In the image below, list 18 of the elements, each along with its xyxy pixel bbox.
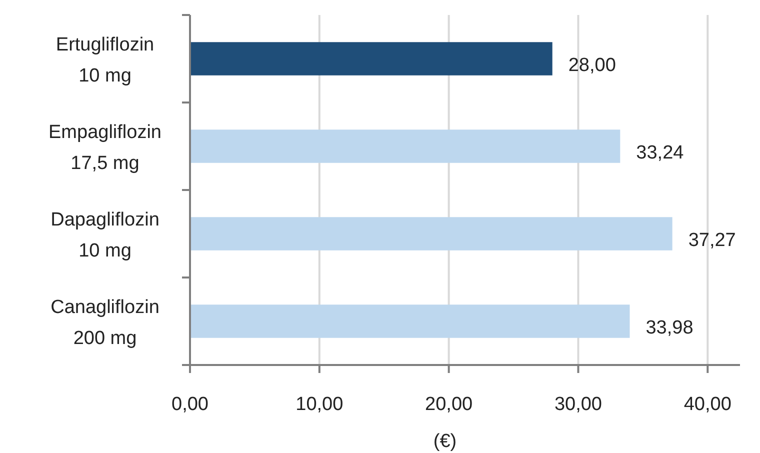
bar bbox=[190, 217, 672, 250]
x-tick-label: 20,00 bbox=[425, 394, 473, 415]
data-label: 28,00 bbox=[568, 54, 616, 76]
y-tick-label: Dapagliflozin 10 mg bbox=[50, 209, 160, 262]
y-tick-label: Empagliflozin 17,5 mg bbox=[48, 122, 162, 174]
x-tick-label: 40,00 bbox=[684, 394, 732, 415]
y-tick-label: Ertugliflozin 10 mg bbox=[56, 34, 154, 86]
data-label: 33,24 bbox=[636, 142, 684, 164]
bar bbox=[190, 42, 552, 76]
data-label: 37,27 bbox=[688, 230, 736, 251]
x-tick-label: 30,00 bbox=[554, 394, 602, 415]
bar bbox=[190, 130, 620, 163]
y-tick-label: Canagliflozin 200 mg bbox=[50, 296, 160, 349]
x-tick-label: 10,00 bbox=[296, 394, 344, 415]
bar bbox=[190, 304, 630, 338]
x-tick-label: 0,00 bbox=[172, 394, 208, 415]
data-label: 33,98 bbox=[646, 317, 694, 338]
x-axis-title: (€) bbox=[433, 431, 457, 452]
